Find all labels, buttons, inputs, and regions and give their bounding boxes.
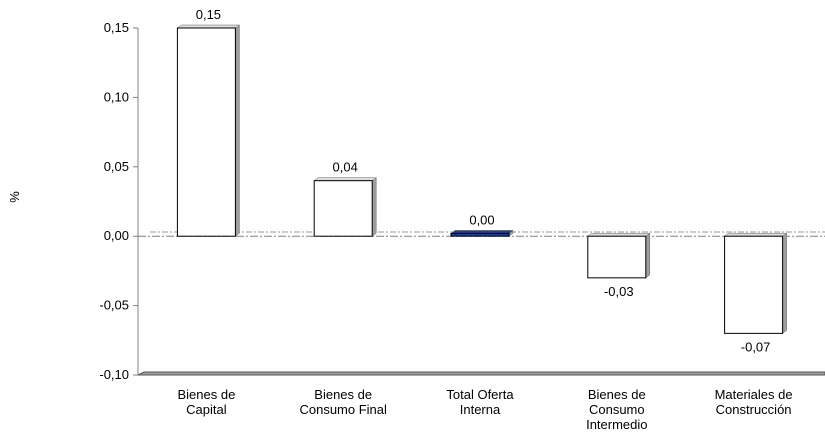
x-tick-label-line: Total Oferta: [446, 387, 514, 402]
y-tick-label: 0,00: [104, 228, 129, 243]
y-tick-label: -0,05: [99, 298, 129, 313]
x-tick-label-line: Intermedio: [586, 417, 647, 432]
y-axis-label: %: [7, 191, 22, 203]
bar: [176, 27, 236, 237]
y-tick-label: 0,15: [104, 20, 129, 35]
bar-side: [235, 24, 240, 237]
bar-side: [645, 232, 651, 279]
data-label: 0,04: [333, 160, 358, 175]
x-tick-label: Materiales de Construcción: [715, 387, 793, 417]
x-tick-label: Bienes de Consumo Final: [299, 387, 387, 417]
x-tick-label-line: Bienes de: [588, 387, 646, 402]
data-label: -0,07: [741, 339, 771, 354]
bar: [724, 235, 784, 334]
x-tick-label: Bienes de Capital: [177, 387, 235, 417]
data-label: 0,15: [196, 7, 221, 22]
bar-side: [782, 232, 787, 334]
x-tick-label-line: Capital: [186, 402, 227, 417]
x-tick-label-line: Materiales de: [715, 387, 793, 402]
x-tick-label-line: Consumo Final: [299, 402, 387, 417]
x-tick-label-line: Construcción: [716, 402, 792, 417]
y-tick-label: 0,05: [104, 159, 129, 174]
x-tick-label-line: Bienes de: [314, 387, 372, 402]
bar: [587, 235, 647, 279]
x-tick-label: Total Oferta Interna: [446, 387, 514, 417]
bar: [313, 180, 373, 237]
bar: [450, 232, 510, 237]
bar-side: [371, 177, 377, 237]
x-tick-label-line: Bienes de: [177, 387, 235, 402]
y-tick-label: -0,10: [99, 367, 129, 382]
data-label: 0,00: [469, 212, 494, 227]
x-tick-label-line: Interna: [460, 402, 501, 417]
data-label: -0,03: [604, 284, 634, 299]
axis-floor: [137, 371, 825, 376]
x-tick-label: Bienes de Consumo Intermedio: [586, 387, 647, 432]
y-tick-label: 0,10: [104, 89, 129, 104]
x-tick-label-line: Consumo: [589, 402, 645, 417]
